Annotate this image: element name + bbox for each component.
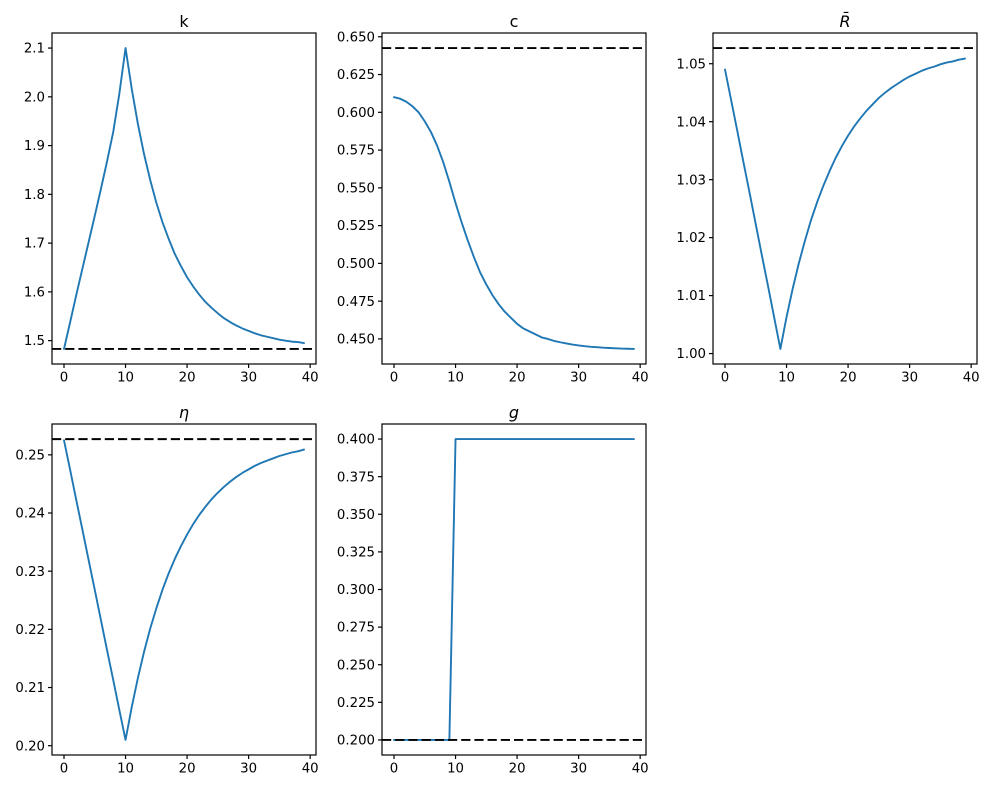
y-tick-label: 1.05 xyxy=(676,57,706,72)
x-tick-label: 30 xyxy=(901,371,918,386)
subplot-k-title: k xyxy=(179,12,189,31)
y-tick-label: 0.24 xyxy=(15,507,45,522)
subplot-eta: η 0 10 20 30 40 0.20 0.21 0.22 0.23 0.24 0.25 xyxy=(0,394,341,790)
transition-path-line xyxy=(393,96,635,350)
x-tick-label: 10 xyxy=(117,371,134,386)
x-tick-label: 0 xyxy=(60,371,68,386)
x-tick-label: 20 xyxy=(509,762,526,777)
x-tick-label: 0 xyxy=(390,371,398,386)
y-tick-label: 0.200 xyxy=(337,734,375,749)
y-tick-label: 0.450 xyxy=(337,333,375,348)
axes-frame xyxy=(381,423,647,756)
axes-frame xyxy=(51,423,317,756)
y-tick-label: 0.275 xyxy=(337,621,375,636)
subplot-k: k 0 10 20 30 40 1.5 1.6 1.7 1.8 1.9 2.0 2.1 xyxy=(0,3,341,409)
axes-frame xyxy=(51,32,317,365)
subplot-rbar-title: R̄ xyxy=(839,12,851,31)
x-tick-label: 20 xyxy=(840,371,857,386)
y-tick-label: 0.20 xyxy=(15,739,45,754)
y-tick-label: 0.23 xyxy=(15,565,45,580)
y-tick-label: 0.22 xyxy=(15,623,45,638)
subplot-g-title: g xyxy=(508,403,520,422)
y-tick-label: 2.1 xyxy=(24,42,45,57)
y-tick-label: 1.5 xyxy=(24,334,45,349)
subplot-c-plot: 0 10 20 30 40 0.450 0.475 0.500 0.525 0.550 0.575 0… xyxy=(337,30,649,386)
x-tick-label: 30 xyxy=(570,762,587,777)
x-tick-label: 40 xyxy=(963,371,980,386)
transition-path-line xyxy=(393,438,635,741)
x-tick-label: 10 xyxy=(447,762,464,777)
axes-frame xyxy=(712,32,978,365)
x-tick-label: 10 xyxy=(447,371,464,386)
x-tick-label: 0 xyxy=(390,762,398,777)
x-tick-label: 30 xyxy=(240,371,257,386)
y-tick-label: 1.9 xyxy=(24,139,45,154)
y-tick-label: 0.375 xyxy=(337,470,375,485)
x-tick-label: 40 xyxy=(302,371,319,386)
x-tick-label: 30 xyxy=(570,371,587,386)
x-tick-label: 0 xyxy=(721,371,729,386)
y-tick-label: 0.625 xyxy=(337,68,375,83)
axes-frame xyxy=(381,32,647,365)
subplot-c-title: c xyxy=(509,12,519,31)
y-tick-label: 1.7 xyxy=(24,237,45,252)
x-tick-label: 10 xyxy=(778,371,795,386)
y-tick-label: 0.575 xyxy=(337,144,375,159)
y-tick-label: 1.8 xyxy=(24,188,45,203)
y-tick-label: 0.650 xyxy=(337,30,375,45)
x-tick-label: 10 xyxy=(117,762,134,777)
x-tick-label: 40 xyxy=(302,762,319,777)
subplot-c: c 0 10 20 30 40 0.450 0.475 0.500 0.525 0.550 0.57… xyxy=(312,3,671,409)
y-tick-label: 0.25 xyxy=(15,448,45,463)
y-tick-label: 0.225 xyxy=(337,696,375,711)
subplot-k-plot: 0 10 20 30 40 1.5 1.6 1.7 1.8 1.9 2.0 2.1 xyxy=(24,32,319,386)
subplot-rbar: R̄ 0 10 20 30 40 1.00 1.01 1.02 1.03 1.04 1.05 xyxy=(643,3,989,409)
x-tick-label: 40 xyxy=(632,762,649,777)
y-tick-label: 0.500 xyxy=(337,257,375,272)
x-tick-label: 20 xyxy=(509,371,526,386)
transition-path-line xyxy=(63,439,305,741)
subplot-g: g 0 10 20 30 40 0.200 0.225 0.250 0.275 0.300 0.32… xyxy=(312,394,671,790)
transition-path-line xyxy=(63,47,305,350)
y-tick-label: 1.04 xyxy=(676,115,706,130)
y-tick-label: 0.21 xyxy=(15,681,45,696)
x-tick-label: 0 xyxy=(60,762,68,777)
subplot-eta-title: η xyxy=(178,403,190,422)
x-tick-label: 20 xyxy=(179,371,196,386)
y-tick-label: 1.6 xyxy=(24,285,45,300)
y-tick-label: 0.325 xyxy=(337,545,375,560)
transition-path-line xyxy=(724,57,966,350)
y-tick-label: 1.03 xyxy=(676,173,706,188)
y-tick-label: 1.00 xyxy=(676,347,706,362)
y-tick-label: 1.01 xyxy=(676,289,706,304)
y-tick-label: 0.400 xyxy=(337,433,375,448)
y-tick-label: 0.525 xyxy=(337,219,375,234)
y-tick-label: 0.350 xyxy=(337,508,375,523)
y-tick-label: 0.300 xyxy=(337,583,375,598)
x-tick-label: 40 xyxy=(632,371,649,386)
y-tick-label: 0.600 xyxy=(337,106,375,121)
subplot-eta-plot: 0 10 20 30 40 0.20 0.21 0.22 0.23 0.24 0.25 xyxy=(15,423,319,777)
subplot-g-plot: 0 10 20 30 40 0.200 0.225 0.250 0.275 0.300 0.325 0… xyxy=(337,423,649,777)
y-tick-label: 2.0 xyxy=(24,90,45,105)
x-tick-label: 20 xyxy=(179,762,196,777)
y-tick-label: 1.02 xyxy=(676,231,706,246)
y-tick-label: 0.250 xyxy=(337,658,375,673)
y-tick-label: 0.475 xyxy=(337,295,375,310)
x-tick-label: 30 xyxy=(240,762,257,777)
y-tick-label: 0.550 xyxy=(337,181,375,196)
subplot-rbar-plot: 0 10 20 30 40 1.00 1.01 1.02 1.03 1.04 1.05 xyxy=(676,32,980,386)
